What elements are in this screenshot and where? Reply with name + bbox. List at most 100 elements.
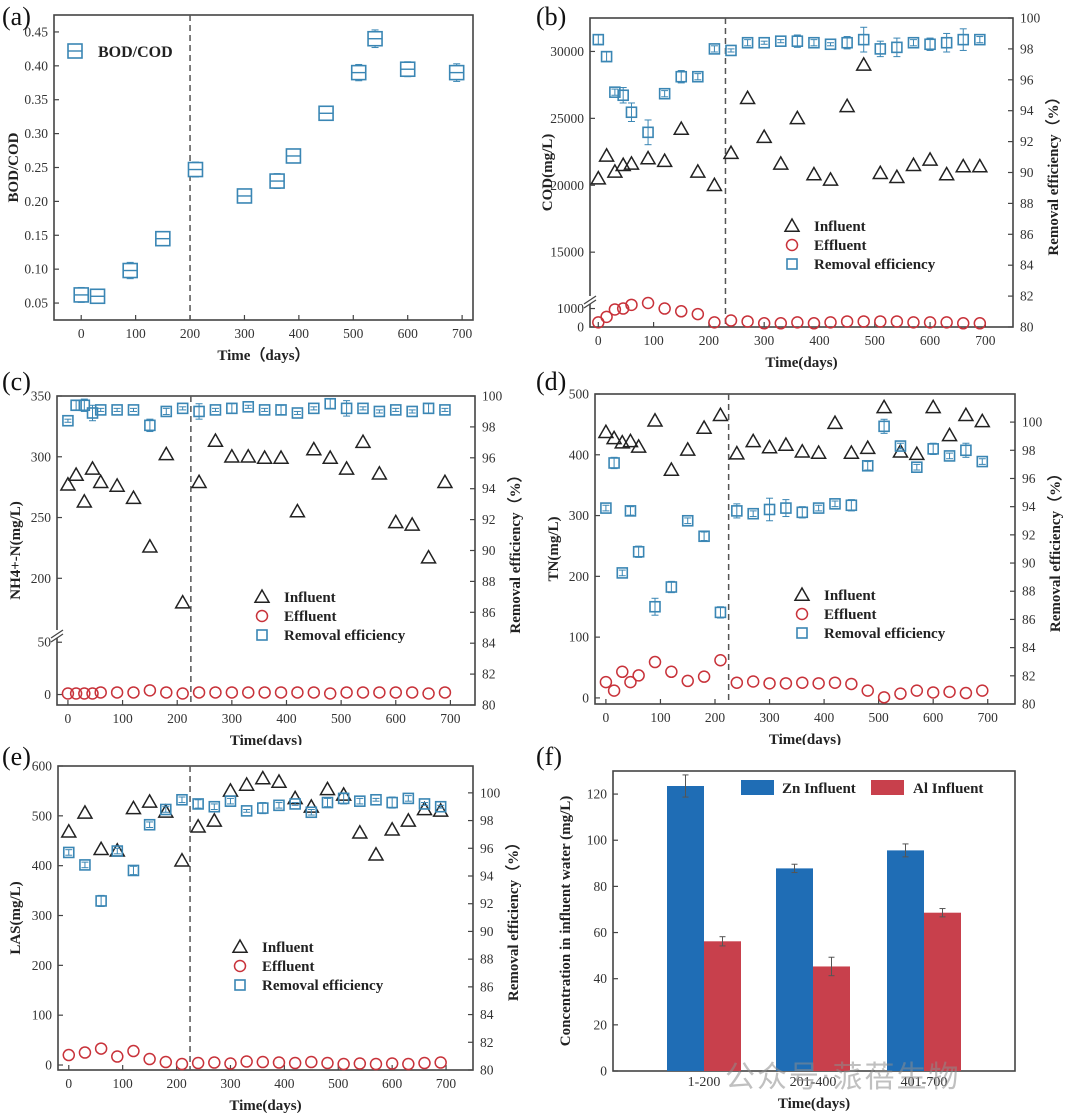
y-tick-label: 0.40 (24, 58, 48, 73)
data-point-removal-efficiency (160, 405, 173, 418)
data-point-removal-efficiency (70, 399, 82, 412)
y-tick-label: 0.20 (24, 194, 48, 209)
data-point-effluent (616, 665, 629, 679)
y-axis-title: BOD/COD (6, 132, 22, 202)
data-point-effluent (127, 686, 140, 699)
data-point-removal-efficiency (731, 505, 743, 517)
y2-tick-label: 88 (480, 952, 494, 967)
legend-label: Influent (284, 590, 336, 606)
x-tick-label: 400 (289, 326, 310, 341)
y2-tick-label: 82 (482, 667, 496, 682)
data-point-influent (793, 443, 811, 458)
data-point-influent (321, 449, 339, 464)
data-point-influent (630, 438, 647, 453)
data-point-effluent (674, 305, 688, 318)
panel-f-metals: (f) 0 20 40 60 80 100 120 Concentration in infl… (536, 740, 1080, 1113)
data-point-influent (238, 776, 255, 791)
data-point-influent (157, 803, 175, 818)
y-tick-label: 250 (31, 510, 52, 525)
legend-marker-circle (785, 238, 799, 252)
data-point-effluent (625, 298, 638, 312)
data-point-removal-efficiency (62, 414, 74, 427)
y2-tick-label: 88 (1020, 196, 1034, 211)
data-point-effluent (741, 315, 754, 328)
data-point-removal-efficiency (337, 792, 350, 805)
data-point-influent (973, 412, 991, 428)
data-point-influent (938, 166, 955, 181)
chart-las: 0 100 200 300 400 500 600 700 Time(days) 0 100 200 3… (8, 759, 522, 1115)
data-point-effluent (607, 684, 621, 697)
data-point-effluent (907, 316, 920, 329)
data-point-influent (59, 476, 77, 491)
data-point-removal-efficiency (616, 567, 629, 579)
data-point-influent (367, 846, 385, 861)
data-point-effluent (369, 1057, 383, 1071)
y2-tick-label: 82 (1022, 668, 1036, 683)
data-point-influent (432, 802, 449, 817)
x-tick-label: 500 (331, 711, 352, 726)
y2-tick-label: 94 (1020, 103, 1034, 118)
legend-marker-square (786, 258, 798, 270)
data-point-influent (957, 406, 975, 422)
data-point-influent (971, 158, 989, 173)
y2-tick-label: 84 (1020, 258, 1034, 273)
data-point-removal-efficiency (894, 440, 907, 452)
data-point-effluent (894, 687, 907, 700)
data-point-effluent (779, 677, 793, 690)
y2-tick-label: 84 (480, 1007, 494, 1022)
data-point-influent (60, 823, 78, 838)
y-tick-label: 0 (582, 690, 589, 705)
data-point-removal-efficiency (402, 792, 415, 805)
x-tick-label: 700 (436, 1076, 457, 1091)
data-point-removal-efficiency (747, 507, 759, 520)
data-point-effluent (337, 1057, 350, 1071)
data-point-removal-efficiency (874, 43, 887, 55)
legend-label: Effluent (262, 959, 315, 975)
data-point-influent (108, 477, 126, 492)
data-point-removal-efficiency (389, 404, 402, 416)
y2-tick-label: 86 (1020, 227, 1034, 242)
data-point-influent (92, 840, 110, 856)
y-tick-label: 25000 (550, 111, 584, 126)
data-point-removal-efficiency (258, 404, 271, 416)
data-point-effluent (78, 1046, 92, 1059)
data-point-removal-efficiency (354, 795, 366, 807)
data-point-influent (605, 429, 623, 445)
data-point-influent (663, 461, 680, 476)
data-point-effluent (714, 653, 727, 667)
y-axis-title: LAS(mg/L) (8, 881, 24, 954)
y2-tick-label: 80 (480, 1063, 494, 1078)
bar-zn-influent (776, 868, 813, 1071)
plot-frame (594, 393, 1016, 705)
y2-tick-label: 98 (482, 419, 496, 434)
data-point-effluent (159, 1055, 173, 1069)
data-point-effluent (323, 687, 337, 700)
plot-frame (57, 765, 474, 1071)
data-point-influent (223, 448, 241, 463)
legend-marker-triangle (253, 588, 271, 603)
legend-marker-square (234, 979, 246, 991)
y-tick-label: 0.05 (24, 296, 48, 311)
y2-tick-label: 100 (482, 389, 503, 404)
chart-metals: 0 20 40 60 80 100 120 Concentration in influent… (558, 770, 1016, 1112)
y-tick-label: 0 (577, 320, 584, 335)
data-point-effluent (385, 1057, 399, 1070)
y2-tick-label: 94 (1022, 499, 1036, 514)
data-point-effluent (824, 316, 837, 329)
data-point-removal-efficiency (741, 36, 754, 49)
data-point-effluent (641, 296, 655, 310)
data-point-influent (206, 812, 223, 827)
data-point-influent (371, 465, 388, 480)
data-point-removal-efficiency (911, 461, 923, 473)
y2-tick-label: 82 (480, 1035, 494, 1050)
data-point-influent (157, 445, 175, 461)
data-point-removal-efficiency (609, 86, 621, 98)
data-point-effluent (110, 686, 124, 699)
data-point-effluent (600, 310, 613, 324)
y2-tick-label: 92 (1020, 134, 1034, 149)
legend-label: BOD/COD (98, 44, 173, 61)
y2-tick-label: 90 (480, 924, 494, 939)
data-point-effluent (224, 1057, 237, 1070)
y-tick-label: 0.10 (24, 262, 48, 277)
data-point-removal-efficiency (193, 405, 205, 418)
